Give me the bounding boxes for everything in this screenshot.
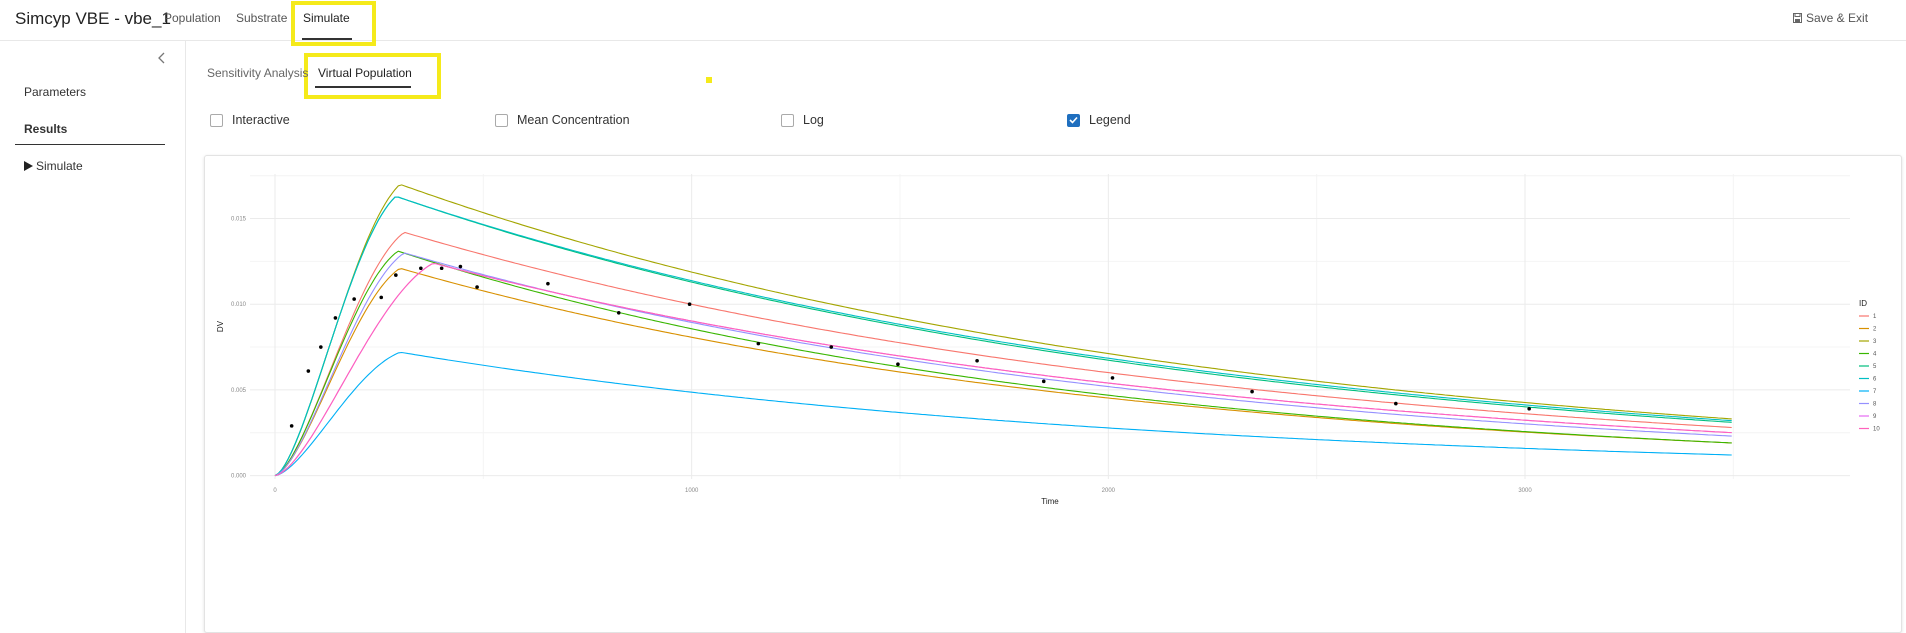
legend-label: 9 [1873, 414, 1877, 420]
series-line-3 [274, 184, 1732, 477]
x-tick-label: 1000 [685, 488, 699, 494]
observed-point [829, 345, 834, 349]
observed-point [687, 302, 692, 307]
save-exit-label: Save & Exit [1806, 11, 1869, 25]
x-tick-label: 3000 [1518, 488, 1532, 494]
sidebar-active-underline [15, 144, 165, 145]
tab-sensitivity-analysis[interactable]: Sensitivity Analysis [207, 66, 309, 80]
x-tick-label: 0 [273, 488, 277, 494]
series-line-5 [274, 196, 1732, 477]
log-label: Log [803, 113, 824, 127]
x-tick-label: 2000 [1102, 488, 1116, 494]
y-tick-label: 0.005 [231, 388, 247, 394]
observed-point [1041, 379, 1046, 384]
observed-point [616, 310, 621, 315]
save-icon [1793, 13, 1802, 23]
tab-virtual-population[interactable]: Virtual Population [318, 66, 412, 80]
highlight-marker [706, 77, 712, 83]
observed-point [319, 345, 323, 349]
legend-title: ID [1859, 299, 1867, 308]
y-axis-title: DV [216, 320, 225, 332]
sidebar-item-parameters[interactable]: Parameters [24, 85, 87, 99]
sidebar-item-results[interactable]: Results [24, 122, 68, 136]
observed-point [1250, 389, 1254, 394]
play-icon [24, 161, 33, 171]
legend-label: 10 [1873, 427, 1880, 433]
legend-checkbox[interactable]: Legend [1067, 113, 1131, 127]
observed-point [1110, 376, 1115, 380]
series-line-9 [274, 262, 1732, 477]
series-line-1 [274, 231, 1732, 477]
observed-point [394, 273, 398, 277]
mean-concentration-label: Mean Concentration [517, 113, 630, 127]
interactive-checkbox[interactable]: Interactive [210, 113, 290, 127]
legend-label: 3 [1873, 339, 1877, 345]
series-line-7 [274, 351, 1732, 477]
checkbox-box[interactable] [1067, 113, 1080, 127]
legend-label: 5 [1873, 364, 1877, 370]
legend-label: Legend [1089, 113, 1131, 127]
observed-point [306, 369, 311, 373]
nav-tab-substrate[interactable]: Substrate [236, 11, 288, 25]
y-tick-label: 0.000 [231, 474, 247, 480]
y-tick-label: 0.010 [231, 302, 247, 308]
checkmark-icon [1069, 116, 1078, 124]
observed-point [975, 358, 979, 363]
observed-point [458, 264, 463, 269]
simulate-run-button[interactable]: Simulate [24, 159, 83, 173]
series-line-2 [274, 268, 1732, 477]
legend-label: 7 [1873, 389, 1877, 395]
save-exit-button[interactable]: Save & Exit [1793, 11, 1868, 25]
observed-point [419, 266, 423, 271]
legend-label: 8 [1873, 402, 1877, 408]
observed-point [439, 266, 444, 271]
simulate-run-label: Simulate [36, 159, 83, 173]
observed-point [896, 362, 900, 366]
top-bar: Simcyp VBE - vbe_1 Population Substrate … [0, 0, 1906, 41]
nav-tab-population[interactable]: Population [164, 11, 221, 25]
checkbox-box[interactable] [781, 113, 794, 127]
sidebar [0, 41, 186, 633]
legend-label: 6 [1873, 377, 1877, 383]
series-line-8 [274, 252, 1732, 477]
interactive-label: Interactive [232, 113, 290, 127]
legend-label: 4 [1873, 352, 1877, 358]
observed-point [475, 285, 479, 289]
series-line-4 [274, 250, 1732, 477]
nav-active-underline [302, 38, 352, 40]
app-title: Simcyp VBE - vbe_1 [15, 9, 171, 28]
chevron-left-icon[interactable] [155, 51, 169, 65]
observed-point [379, 295, 384, 300]
observed-point [289, 424, 294, 428]
log-checkbox[interactable]: Log [781, 113, 824, 127]
observed-point [546, 281, 550, 286]
legend-label: 2 [1873, 327, 1877, 333]
observed-point [352, 297, 356, 301]
checkbox-box[interactable] [210, 113, 223, 127]
tab-active-underline [315, 86, 411, 88]
observed-point [756, 341, 761, 346]
mean-concentration-checkbox[interactable]: Mean Concentration [495, 113, 630, 127]
nav-tab-simulate[interactable]: Simulate [303, 11, 350, 25]
series-line-6 [274, 196, 1732, 477]
x-axis-title: Time [1041, 497, 1059, 506]
observed-point [1394, 401, 1398, 406]
observed-point [333, 316, 338, 320]
legend-label: 1 [1873, 314, 1877, 320]
y-tick-label: 0.015 [231, 217, 247, 223]
plot-panel: 0 1000 2000 3000 0.000 0.005 0.010 0.015 ID 1 2 3 4… [204, 155, 1902, 633]
observed-point [1527, 406, 1531, 411]
checkbox-box[interactable] [495, 113, 508, 127]
concentration-time-chart: 0 1000 2000 3000 0.000 0.005 0.010 0.015 ID 1 2 3 4… [216, 174, 1880, 506]
series-line-10 [274, 262, 1732, 477]
